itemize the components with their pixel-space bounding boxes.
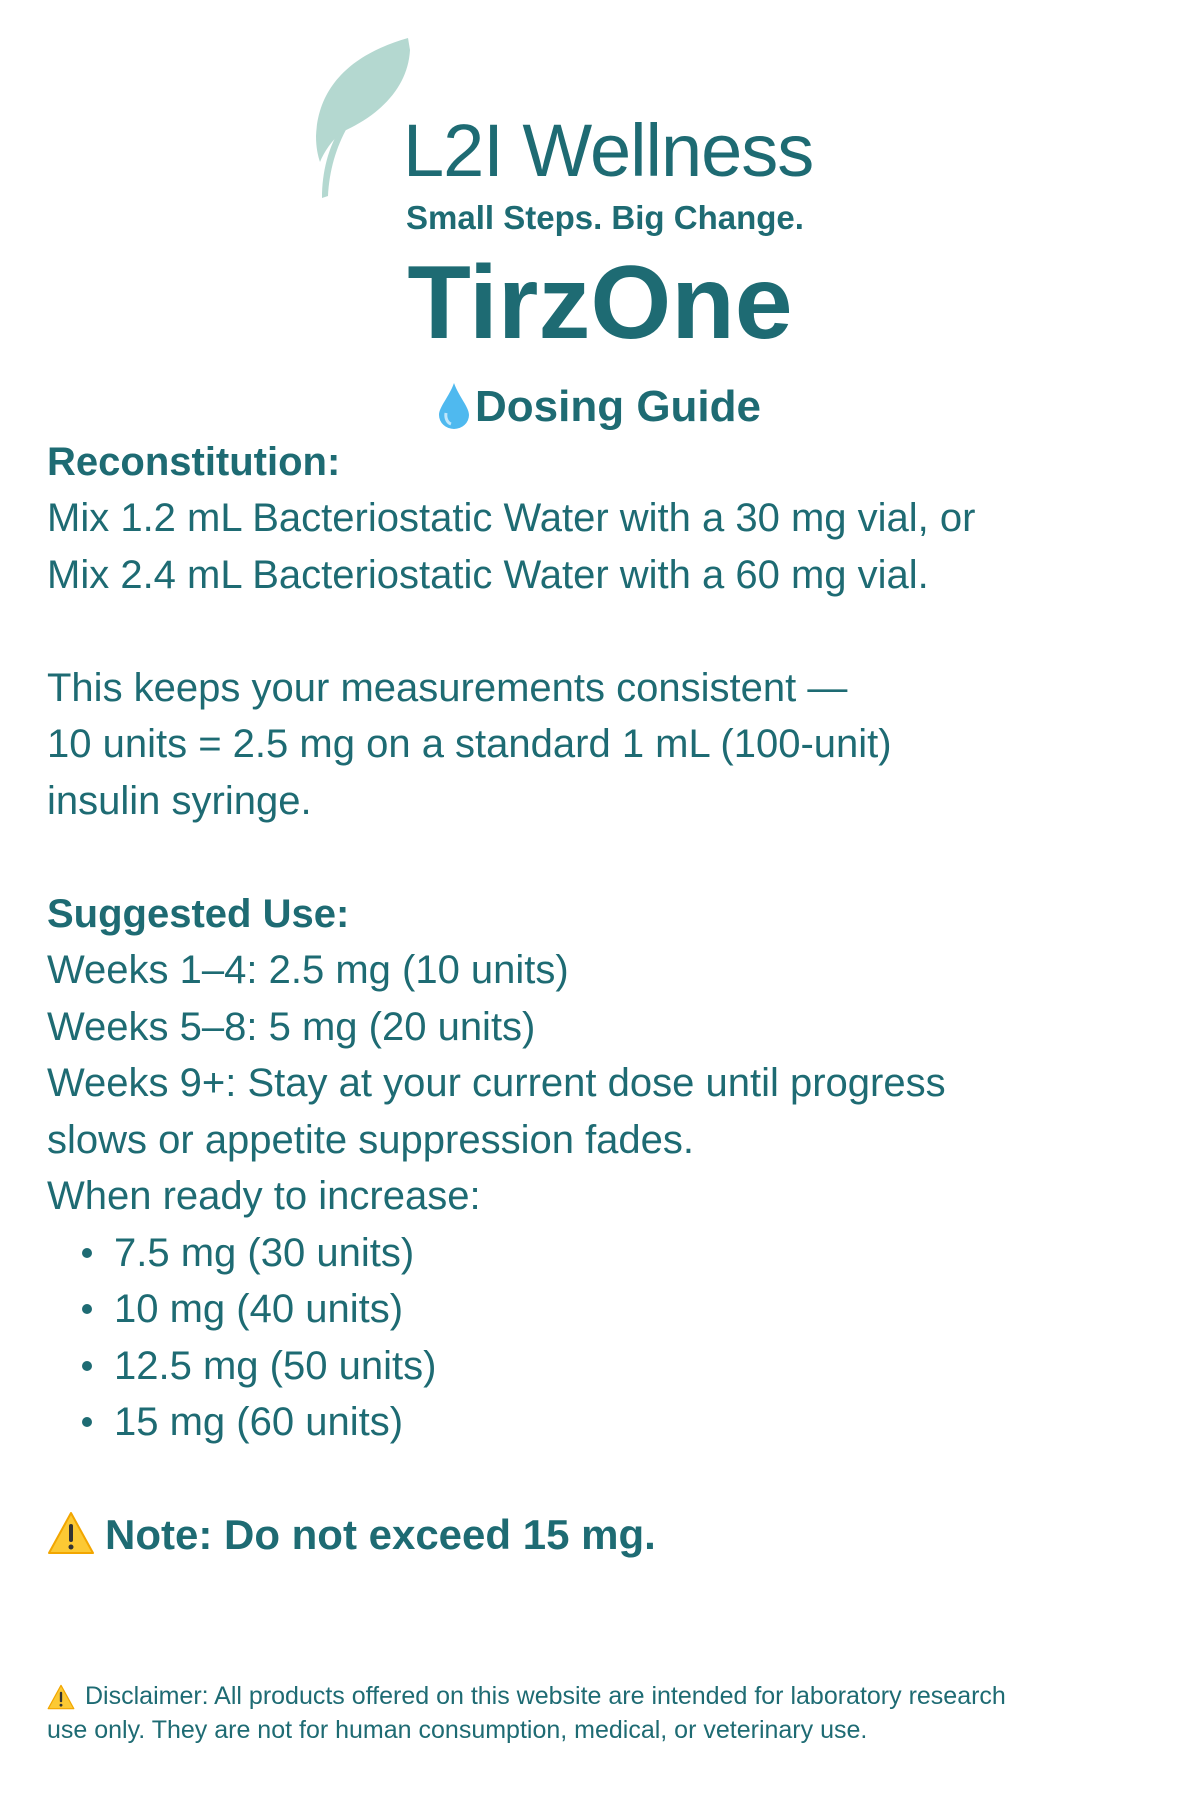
dose-line: Weeks 5–8: 5 mg (20 units)	[47, 1005, 536, 1049]
dose-line: slows or appetite suppression fades.	[47, 1118, 695, 1162]
guide-title: Dosing Guide	[0, 380, 1200, 434]
note-text: Note: Do not exceed 15 mg.	[105, 1511, 656, 1558]
reconstitution-note: 10 units = 2.5 mg on a standard 1 mL (10…	[47, 722, 892, 766]
brand-name: L2I Wellness	[403, 109, 814, 192]
disclaimer-line: use only. They are not for human consump…	[47, 1716, 868, 1744]
reconstitution-line: Mix 1.2 mL Bacteriostatic Water with a 3…	[47, 496, 976, 540]
dose-line: When ready to increase:	[47, 1174, 481, 1218]
dose-line: Weeks 9+: Stay at your current dose unti…	[47, 1061, 946, 1105]
product-title: TirzOne	[407, 245, 793, 361]
increase-step: 10 mg (40 units)	[82, 1281, 403, 1338]
dose-warning: Note: Do not exceed 15 mg.	[47, 1507, 656, 1563]
reconstitution-heading: Reconstitution:	[47, 440, 341, 484]
suggested-use-heading: Suggested Use:	[47, 892, 350, 936]
reconstitution-note: This keeps your measurements consistent …	[47, 666, 848, 710]
dose-line: Weeks 1–4: 2.5 mg (10 units)	[47, 948, 569, 992]
warning-icon	[47, 1684, 75, 1710]
leaf-icon	[316, 38, 410, 198]
droplet-icon	[439, 383, 469, 429]
disclaimer-line: Disclaimer: All products offered on this…	[47, 1679, 1006, 1713]
brand-tagline: Small Steps. Big Change.	[406, 199, 804, 236]
increase-step: 15 mg (60 units)	[82, 1394, 403, 1451]
disclaimer-text: Disclaimer: All products offered on this…	[85, 1682, 1006, 1710]
guide-title-text: Dosing Guide	[475, 382, 761, 431]
reconstitution-note: insulin syringe.	[47, 779, 312, 823]
increase-step: 12.5 mg (50 units)	[82, 1338, 436, 1395]
reconstitution-line: Mix 2.4 mL Bacteriostatic Water with a 6…	[47, 553, 929, 597]
increase-step: 7.5 mg (30 units)	[82, 1225, 414, 1282]
warning-icon	[48, 1512, 94, 1554]
